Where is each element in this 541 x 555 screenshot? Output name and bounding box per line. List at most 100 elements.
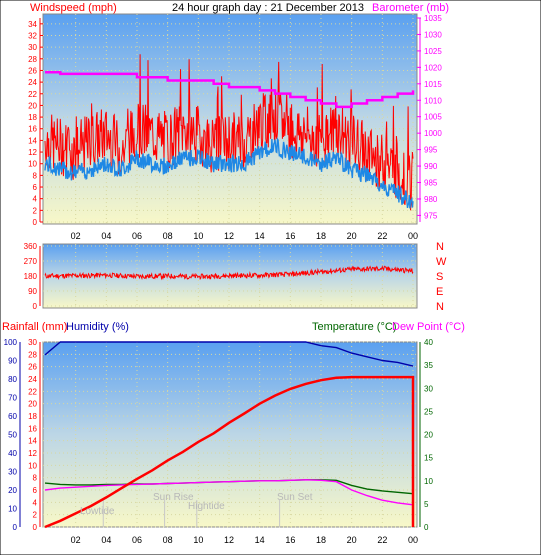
y2-tick-label: 980 [424,195,438,204]
event-markers [102,500,281,527]
humidity-tick-label: 60 [8,412,17,421]
rain-tick-label: 28 [28,350,37,359]
rainfall-axis-label: Rainfall (mm) [2,321,67,333]
x-tick-label: 20 [347,231,357,241]
x-tick-label: 08 [163,231,173,241]
y2-tick-label: 1020 [424,63,442,72]
x-tick-label: 16 [285,231,295,241]
y-tick-label: 28 [28,55,37,64]
temperature-tick-label: 35 [424,361,433,370]
y-tick-label: 30 [28,43,37,52]
direction-y-axis: 0 90 180 270 360 [24,242,41,311]
rain-tick-label: 30 [28,338,37,347]
y-tick-label: 8 [33,171,38,180]
x-tick-label: 04 [101,535,111,545]
temperature-tick-label: 15 [424,454,433,463]
y2-tick-label: 995 [424,146,438,155]
temperature-tick-label: 40 [424,338,433,347]
x-tick-label: 12 [224,231,234,241]
x-tick-label: 02 [71,231,81,241]
y-tick-label: 34 [28,20,37,29]
y-tick-label: 14 [28,136,37,145]
humidity-axis-label: Humidity (%) [66,321,129,333]
compass-label: W [436,256,447,268]
x-tick-label: 02 [71,535,81,545]
y-tick-label: 360 [24,242,38,251]
humidity-tick-label: 20 [8,486,17,495]
temperature-tick-label: 10 [424,477,433,486]
x-tick-label: 20 [347,535,357,545]
chart-title: 24 hour graph day : 21 December 2013 [172,2,364,14]
compass-label: S [436,271,443,283]
y-tick-label: 270 [24,257,38,266]
y-tick-label: 2 [33,206,38,215]
x-tick-label: 08 [163,535,173,545]
y-tick-label: 26 [28,66,37,75]
windspeed-axis-label: Windspeed (mph) [30,2,117,14]
x-tick-label: 22 [377,535,387,545]
rain-tick-label: 24 [28,375,37,384]
rain-x-axis: 02 04 06 08 10 12 14 16 18 20 22 00 [71,535,418,545]
x-tick-label: 06 [132,535,142,545]
lowtide-label: Lowtide [80,506,115,517]
rain-tick-label: 0 [33,523,38,532]
y-tick-label: 16 [28,125,37,134]
sunset-label: Sun Set [277,492,313,503]
y2-tick-label: 1010 [424,96,442,105]
temperature-tick-label: 20 [424,431,433,440]
y-tick-label: 90 [28,287,37,296]
rain-tick-label: 20 [28,400,37,409]
humidity-tick-label: 80 [8,375,17,384]
x-tick-label: 14 [255,231,265,241]
y2-tick-label: 1005 [424,113,442,122]
x-tick-label: 22 [377,231,387,241]
temperature-axis-label: Temperature (°C) [312,321,396,333]
rain-tick-label: 26 [28,363,37,372]
compass-label: N [436,241,444,253]
humidity-tick-label: 0 [13,523,18,532]
rain-tick-label: 22 [28,387,37,396]
temperature-tick-label: 0 [424,523,429,532]
wind-panel-bg [42,13,418,225]
humidity-tick-label: 90 [8,357,17,366]
x-tick-label: 18 [316,535,326,545]
temperature-tick-label: 5 [424,500,429,509]
wind-direction-series [44,265,414,281]
x-tick-label: 18 [316,231,326,241]
y-tick-label: 24 [28,78,37,87]
y-tick-label: 20 [28,101,37,110]
barometer-y-axis: 975 980 985 990 995 1000 1005 1010 1015 1020 1025 1… [417,14,442,222]
y-tick-label: 4 [33,195,38,204]
x-tick-label: 00 [408,535,418,545]
humidity-tick-label: 50 [8,431,17,440]
y-tick-label: 180 [24,272,38,281]
y-tick-label: 18 [28,113,37,122]
barometer-series [45,71,415,109]
x-tick-label: 16 [285,535,295,545]
dewpoint-axis-label: Dew Point (°C) [392,321,465,333]
compass-label: N [436,301,444,313]
x-tick-label: 00 [408,231,418,241]
rain-tick-label: 14 [28,437,37,446]
x-tick-label: 10 [193,231,203,241]
sunrise-label: Sun Rise [153,492,194,503]
rain-tick-label: 4 [33,498,38,507]
y2-tick-label: 975 [424,211,438,220]
rain-tick-label: 10 [28,461,37,470]
humidity-tick-label: 40 [8,449,17,458]
dewpoint-series [44,479,414,506]
y2-tick-label: 1000 [424,129,442,138]
rainfall-series [44,375,415,529]
y2-tick-label: 1015 [424,80,442,89]
x-tick-label: 06 [132,231,142,241]
y-tick-label: 10 [28,160,37,169]
rain-panel-bg [42,341,418,528]
rain-tick-label: 12 [28,449,37,458]
y2-tick-label: 990 [424,162,438,171]
y-tick-label: 0 [33,218,38,227]
humidity-tick-label: 70 [8,394,17,403]
